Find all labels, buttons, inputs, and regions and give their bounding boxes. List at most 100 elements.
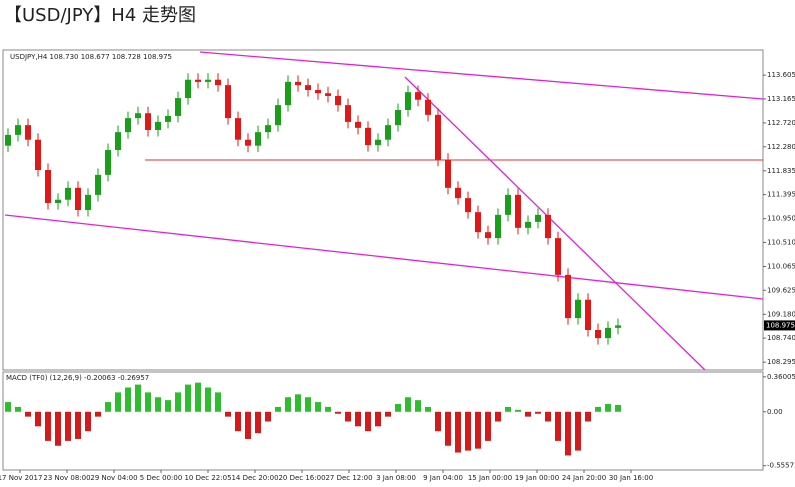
y-tick-label: 110.510: [767, 238, 795, 246]
macd-bar: [285, 397, 291, 412]
candle-body: [555, 238, 561, 275]
macd-bar: [255, 411, 261, 434]
candle-body: [165, 115, 171, 122]
candle-body: [245, 139, 251, 146]
candle-body: [285, 81, 291, 106]
candle-body: [325, 93, 331, 96]
candle-body: [545, 214, 551, 239]
macd-bar: [85, 411, 91, 432]
macd-bar: [135, 384, 141, 412]
y-tick-label: -0.55571: [767, 462, 795, 470]
macd-bar: [615, 404, 621, 412]
x-tick-label: 19 Jan 00:00: [515, 474, 559, 482]
candle-body: [205, 79, 211, 82]
candle-body: [175, 98, 181, 116]
x-tick-label: 24 Jan 20:00: [562, 474, 606, 482]
candle-body: [345, 105, 351, 122]
x-tick-label: 9 Jan 04:00: [423, 474, 463, 482]
candle-body: [615, 325, 621, 328]
y-tick-label: 113.605: [767, 71, 795, 79]
candle-body: [565, 274, 571, 319]
macd-bar: [485, 411, 491, 441]
macd-bar: [145, 392, 151, 412]
candle-body: [485, 232, 491, 239]
candle-body: [215, 79, 221, 86]
macd-bar: [195, 382, 201, 412]
macd-bar: [395, 404, 401, 412]
candle-body: [355, 121, 361, 128]
x-tick-label: 10 Dec 22:05: [184, 474, 231, 482]
candle-body: [35, 139, 41, 170]
macd-bar: [175, 392, 181, 412]
last-price: 108.975: [766, 321, 795, 329]
candle-body: [195, 79, 201, 82]
macd-bar: [545, 411, 551, 422]
candle-body: [415, 92, 421, 100]
macd-bar: [205, 387, 211, 412]
macd-bar: [105, 402, 111, 412]
macd-bar: [385, 411, 391, 417]
x-tick-label: 15 Jan 00:00: [468, 474, 512, 482]
trend-line: [404, 76, 706, 371]
macd-bar: [125, 387, 131, 412]
macd-bar: [535, 411, 541, 414]
macd-bar: [335, 411, 341, 414]
macd-bar: [235, 411, 241, 432]
candle-body: [435, 114, 441, 160]
candle-body: [585, 299, 591, 330]
candle-body: [125, 118, 131, 133]
drawings: [4, 51, 764, 371]
channel-top: [199, 51, 764, 100]
macd-bar: [275, 406, 281, 412]
y-tick-label: 112.720: [767, 119, 795, 127]
macd-bar: [375, 411, 381, 427]
macd-bar: [525, 411, 531, 417]
macd-bar: [15, 406, 21, 412]
candle-body: [535, 214, 541, 222]
y-tick-label: 111.395: [767, 191, 795, 199]
candle-body: [455, 187, 461, 199]
candle-body: [515, 194, 521, 228]
y-tick-label: 109.625: [767, 286, 795, 294]
macd-bar: [445, 411, 451, 446]
macd-bar: [315, 402, 321, 412]
macd-info: MACD (TF0) (12,26,9) -0.20063 -0.26957: [6, 374, 149, 382]
price-info: USDJPY,H4 108.730 108.677 108.728 108.97…: [10, 53, 172, 61]
candle-body: [375, 139, 381, 146]
candle-body: [505, 194, 511, 215]
candle-body: [235, 118, 241, 140]
candle-body: [575, 299, 581, 319]
price-panel: [2, 49, 764, 371]
candle-body: [275, 105, 281, 126]
macd-bar: [475, 411, 481, 449]
macd-bar: [215, 392, 221, 412]
candle-body: [525, 221, 531, 228]
y-tick-label: 110.950: [767, 215, 795, 223]
macd-panel: [2, 371, 764, 471]
candle-body: [15, 125, 21, 135]
y-tick-label: 109.180: [767, 310, 795, 318]
candle-body: [385, 125, 391, 140]
macd-bar: [455, 411, 461, 453]
macd-bar: [165, 400, 171, 412]
candle-body: [45, 170, 51, 203]
macd-bar: [365, 411, 371, 432]
candle-body: [265, 125, 271, 133]
macd-bar: [345, 411, 351, 422]
y-tick-label: 0.36005: [767, 373, 795, 381]
macd-bar: [5, 402, 11, 412]
macd-bar: [45, 411, 51, 441]
candle-body: [425, 99, 431, 115]
macd-bar: [75, 411, 81, 439]
x-tick-label: 5 Dec 00:00: [140, 474, 183, 482]
macd-bar: [55, 411, 61, 446]
candle-body: [95, 174, 101, 195]
y-tick-label: 113.165: [767, 95, 795, 103]
last-price-box: [764, 320, 795, 331]
macd-bar: [435, 411, 441, 432]
macd-bar: [425, 406, 431, 412]
macd-bar: [295, 394, 301, 412]
candle-body: [145, 113, 151, 130]
y-tick-label: 108.740: [767, 334, 795, 342]
